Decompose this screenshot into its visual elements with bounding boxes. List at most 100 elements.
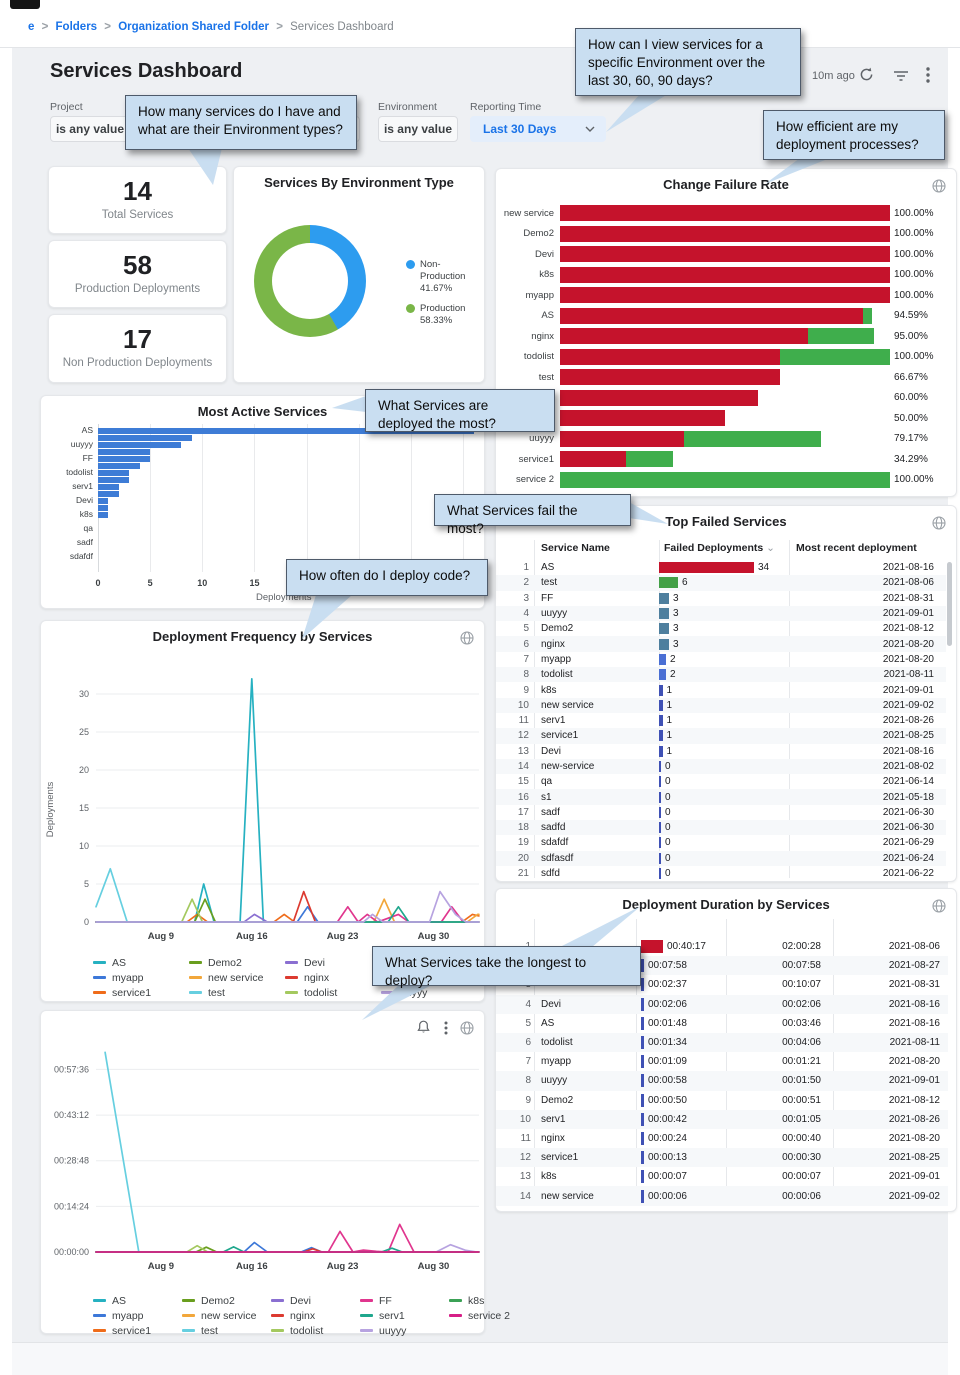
legend-item[interactable]: nginx [271,1308,360,1323]
table-row[interactable]: 20 sdfasdf 0 2021-06-24 [496,850,946,866]
bar[interactable] [98,442,182,448]
table-row[interactable]: 16 s1 0 2021-05-18 [496,789,946,805]
cfr-bar[interactable] [560,471,890,488]
breadcrumb-leading[interactable]: e [28,21,35,33]
cfr-bar[interactable] [560,246,890,263]
cfr-bar[interactable] [560,328,890,345]
frequency-line-chart[interactable]: 0 5 10 15 20 25 30 Aug 9 Aug 16 Aug 23 Aug 30 Deplo… [41,647,484,952]
cfr-bar[interactable] [560,451,890,468]
cfr-bar[interactable] [560,430,890,447]
bar[interactable] [98,435,192,441]
bar[interactable] [98,428,474,434]
globe-icon[interactable] [932,179,946,198]
table-row[interactable]: 10 new service 1 2021-09-02 [496,697,946,713]
bar[interactable] [98,477,130,483]
legend-item[interactable]: Demo2 [182,1293,271,1308]
legend-item[interactable]: uuyyy [360,1323,449,1338]
table-row[interactable]: 1 AS 34 2021-08-16 [496,560,946,575]
legend-item[interactable]: new service [189,970,285,985]
table-row[interactable]: 14 new service 00:00:06 00:00:06 2021-09-02 [496,1186,948,1206]
bell-icon[interactable] [417,1020,430,1039]
project-filter-value[interactable]: is any value [50,116,130,142]
table-row[interactable]: 5 Demo2 3 2021-08-12 [496,621,946,636]
bar[interactable] [98,512,109,518]
reporting-time-filter-value[interactable]: Last 30 Days [470,116,606,142]
legend-item[interactable]: new service [182,1308,271,1323]
legend-item[interactable]: nginx [285,970,381,985]
legend-item[interactable]: myapp [93,1308,182,1323]
bar[interactable] [98,484,119,490]
table-row[interactable]: 11 serv1 1 2021-08-26 [496,713,946,728]
legend-item[interactable]: Devi [271,1293,360,1308]
kebab-menu-icon[interactable] [444,1021,448,1040]
kebab-menu-icon[interactable] [926,67,930,88]
table-row[interactable]: 3 FF 3 2021-08-31 [496,591,946,606]
table-row[interactable]: 17 sadf 0 2021-06-30 [496,805,946,820]
legend-item[interactable]: test [189,985,285,1000]
bar[interactable] [98,505,109,511]
table-row[interactable]: 6 todolist 00:01:34 00:04:06 2021-08-11 [496,1032,948,1053]
globe-icon[interactable] [460,1021,474,1040]
table-row[interactable]: 9 k8s 1 2021-09-01 [496,682,946,697]
legend-item[interactable]: AS [93,955,189,970]
cfr-bar[interactable] [560,369,890,386]
cfr-bar[interactable] [560,389,890,406]
legend-item[interactable]: Demo2 [189,955,285,970]
table-row[interactable]: 8 uuyyy 00:00:58 00:01:50 2021-09-01 [496,1071,948,1091]
sort-chevron-icon[interactable]: ⌄ [766,542,775,554]
legend-item[interactable]: service 2 [449,1308,538,1323]
bar[interactable] [98,498,109,504]
table-row[interactable]: 19 sdafdf 0 2021-06-29 [496,835,946,850]
bar[interactable] [98,449,151,455]
table-row[interactable]: 14 new-service 0 2021-08-02 [496,758,946,775]
cfr-bar[interactable] [560,205,890,222]
globe-icon[interactable] [460,631,474,650]
table-row[interactable]: 12 service1 00:00:13 00:00:30 2021-08-25 [496,1148,948,1168]
table-row[interactable]: 6 nginx 3 2021-08-20 [496,636,946,652]
bar[interactable] [98,456,151,462]
table-row[interactable]: 13 k8s 00:00:07 00:00:07 2021-09-01 [496,1167,948,1186]
legend-item[interactable]: todolist [285,985,381,1000]
bar[interactable] [98,463,140,469]
table-row[interactable]: 11 nginx 00:00:24 00:00:40 2021-08-20 [496,1129,948,1148]
legend-item[interactable]: myapp [93,970,189,985]
cfr-bar[interactable] [560,410,890,427]
table-row[interactable]: 2 test 6 2021-08-06 [496,575,946,591]
cfr-bar[interactable] [560,348,890,365]
cfr-bar[interactable] [560,225,890,242]
table-row[interactable]: 15 qa 0 2021-06-14 [496,774,946,789]
table-row[interactable]: 7 myapp 00:01:09 00:01:21 2021-08-20 [496,1052,948,1071]
table-row[interactable]: 18 sadfd 0 2021-06-30 [496,820,946,836]
breadcrumb-link-folders[interactable]: Folders [55,21,98,33]
column-header-failed-deployments[interactable]: Failed Deployments ⌄ [664,542,775,554]
cfr-bar[interactable] [560,287,890,304]
legend-item[interactable]: test [182,1323,271,1338]
table-row[interactable]: 10 serv1 00:00:42 00:01:05 2021-08-26 [496,1109,948,1129]
table-row[interactable]: 8 todolist 2 2021-08-11 [496,667,946,683]
column-header-most-recent-deployment[interactable]: Most recent deployment [796,542,917,554]
legend-item[interactable]: k8s [449,1293,538,1308]
table-row[interactable]: 13 Devi 1 2021-08-16 [496,744,946,759]
bar[interactable] [98,491,119,497]
table-row[interactable]: 5 AS 00:01:48 00:03:46 2021-08-16 [496,1014,948,1033]
table-row[interactable]: 4 uuyyy 3 2021-09-01 [496,605,946,622]
cfr-bar[interactable] [560,266,890,283]
legend-item[interactable]: Devi [285,955,381,970]
table-row[interactable]: 21 sdfd 0 2021-06-22 [496,866,946,881]
legend-item[interactable]: AS [93,1293,182,1308]
legend-item[interactable]: todolist [271,1323,360,1338]
table-row[interactable]: 9 Demo2 00:00:50 00:00:51 2021-08-12 [496,1091,948,1110]
table-scrollbar[interactable] [947,562,952,646]
legend-item[interactable]: FF [360,1293,449,1308]
breadcrumb-link-org-shared-folder[interactable]: Organization Shared Folder [118,21,270,33]
globe-icon[interactable] [932,899,946,918]
filter-icon[interactable] [893,69,909,87]
duration-line-chart[interactable]: 00:00:00 00:14:24 00:28:48 00:43:12 00:57:36… [41,1037,484,1292]
bar[interactable] [98,470,130,476]
column-header-service-name[interactable]: Service Name [541,542,610,554]
donut-chart[interactable] [254,225,366,337]
refresh-icon[interactable] [858,66,875,88]
legend-item[interactable]: service1 [93,985,189,1000]
table-row[interactable]: 7 myapp 2 2021-08-20 [496,652,946,667]
table-row[interactable]: 12 service1 1 2021-08-25 [496,728,946,744]
